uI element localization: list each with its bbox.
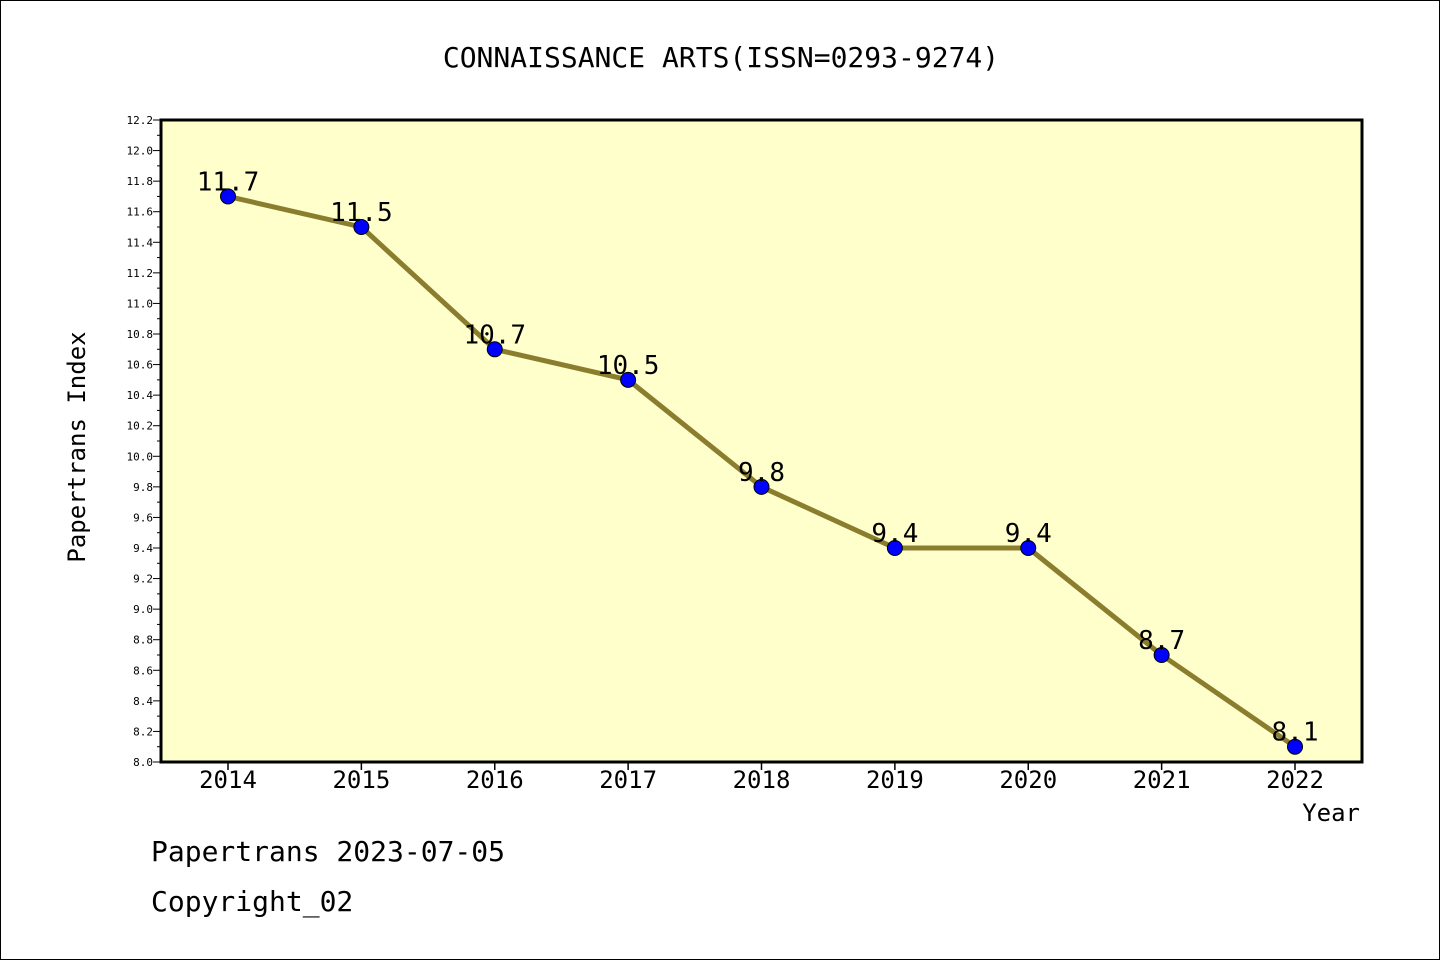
- data-point: [886, 540, 903, 556]
- y-tick-label: 9.4: [133, 542, 153, 555]
- x-tick-label: 2016: [466, 766, 524, 794]
- data-point: [486, 341, 503, 358]
- y-tick-label: 10.4: [127, 389, 154, 402]
- chart-title: CONNAISSANCE ARTS(ISSN=0293-9274): [443, 41, 999, 74]
- data-label: 8.7: [1138, 626, 1185, 656]
- data-label: 11.5: [330, 198, 393, 228]
- x-tick-label: 2015: [332, 766, 390, 794]
- x-tick-label: 2020: [999, 766, 1057, 794]
- y-tick-label: 9.8: [133, 481, 153, 494]
- x-axis: 2014 2015 2016 2017 2018 2019 2020 2021 2022: [199, 762, 1324, 794]
- x-tick-label: 2022: [1266, 766, 1324, 794]
- y-tick-label: 10.8: [127, 328, 154, 341]
- x-tick-label: 2021: [1133, 766, 1191, 794]
- y-tick-label: 11.8: [127, 175, 154, 188]
- data-label: 9.4: [1005, 519, 1052, 549]
- y-tick-label: 8.2: [133, 725, 153, 738]
- y-tick-label: 8.0: [133, 756, 153, 769]
- data-label: 11.7: [197, 167, 260, 197]
- footer-date-line: Papertrans 2023-07-05: [151, 835, 506, 868]
- y-tick-label: 10.2: [127, 420, 154, 433]
- data-point: [620, 371, 637, 388]
- data-label: 9.8: [738, 458, 785, 488]
- data-label: 10.5: [597, 351, 660, 381]
- y-tick-label: 11.6: [127, 206, 154, 219]
- data-point: [1020, 540, 1037, 556]
- y-tick-label: 12.2: [127, 114, 154, 127]
- y-tick-label: 10.6: [127, 359, 154, 372]
- footer-copyright-line: Copyright_02: [151, 885, 354, 918]
- data-label: 10.7: [463, 320, 526, 350]
- data-label: 9.4: [871, 519, 918, 549]
- y-tick-label: 11.4: [127, 236, 154, 249]
- x-tick-label: 2014: [199, 766, 257, 794]
- x-tick-label: 2018: [733, 766, 791, 794]
- data-point: [353, 219, 370, 235]
- data-point: [1153, 647, 1170, 663]
- data-labels: 11.7 11.5 10.7 10.5 9.8 9.4 9.4 8.7 8.1: [197, 167, 1319, 747]
- x-axis-label: Year: [1302, 799, 1360, 827]
- series-markers: [220, 188, 1303, 755]
- data-point: [220, 188, 236, 205]
- y-tick-label: 8.4: [133, 695, 153, 708]
- data-point: [1287, 738, 1303, 755]
- y-tick-label: 9.6: [133, 511, 153, 524]
- y-tick-label: 11.0: [127, 297, 154, 310]
- y-tick-label: 11.2: [127, 267, 154, 280]
- y-tick-label: 9.2: [133, 573, 153, 586]
- x-tick-label: 2019: [866, 766, 924, 794]
- data-point: [753, 478, 770, 495]
- x-tick-label: 2017: [599, 766, 657, 794]
- y-tick-label: 10.0: [127, 450, 154, 463]
- y-tick-label: 12.0: [127, 145, 154, 158]
- y-axis-label: Papertrans Index: [63, 331, 91, 562]
- data-label: 8.1: [1272, 718, 1319, 748]
- y-axis: 8.0 8.2 8.4 8.6 8.8 9.0 9.2 9.4 9.6 9.8 10.0 10.2 10…: [127, 114, 161, 769]
- y-tick-label: 8.8: [133, 634, 153, 647]
- y-tick-label: 8.6: [133, 664, 153, 677]
- y-tick-label: 9.0: [133, 603, 153, 616]
